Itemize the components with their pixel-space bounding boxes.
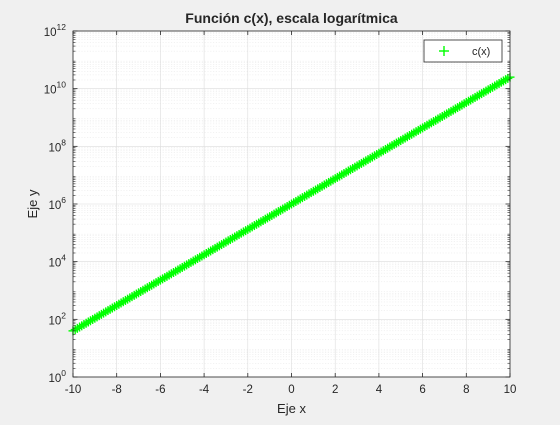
x-tick-label: -2 (243, 384, 253, 396)
tick-marks (72, 30, 511, 378)
x-tick-label: -6 (155, 384, 165, 396)
y-tick-label: 108 (48, 137, 66, 154)
y-tick-label: 1010 (44, 80, 67, 97)
y-tick-label: 102 (48, 310, 66, 327)
y-tick-label: 106 (48, 195, 66, 212)
data-point (503, 73, 513, 83)
y-tick-label: 100 (48, 368, 66, 385)
legend-label-c-x: c(x) (472, 46, 490, 58)
x-tick-label: 6 (419, 384, 425, 396)
x-tick-label: -10 (65, 384, 82, 396)
x-tick-label: 4 (376, 384, 383, 396)
y-tick-labels: 100 102 104 106 108 1010 1012 (44, 22, 67, 385)
y-axis-label: Eje y (25, 189, 40, 218)
x-tick-label: 2 (332, 384, 338, 396)
y-tick-label: 1012 (44, 22, 67, 39)
chart-title: Función c(x), escala logarítmica (185, 10, 398, 26)
x-axis-label: Eje x (277, 401, 306, 416)
x-tick-label: 8 (463, 384, 469, 396)
x-tick-label: -8 (112, 384, 122, 396)
y-tick-label: 104 (48, 253, 66, 270)
x-tick-label: -4 (199, 384, 210, 396)
x-tick-label: 10 (504, 384, 517, 396)
legend: c(x) (423, 39, 503, 63)
legend-marker-plus-icon (439, 46, 449, 56)
x-tick-label: 0 (288, 384, 294, 396)
x-tick-labels: -10 -8 -6 -4 -2 0 2 4 6 8 10 (65, 384, 517, 396)
legend-box (423, 39, 503, 63)
series-c-x (68, 72, 515, 336)
